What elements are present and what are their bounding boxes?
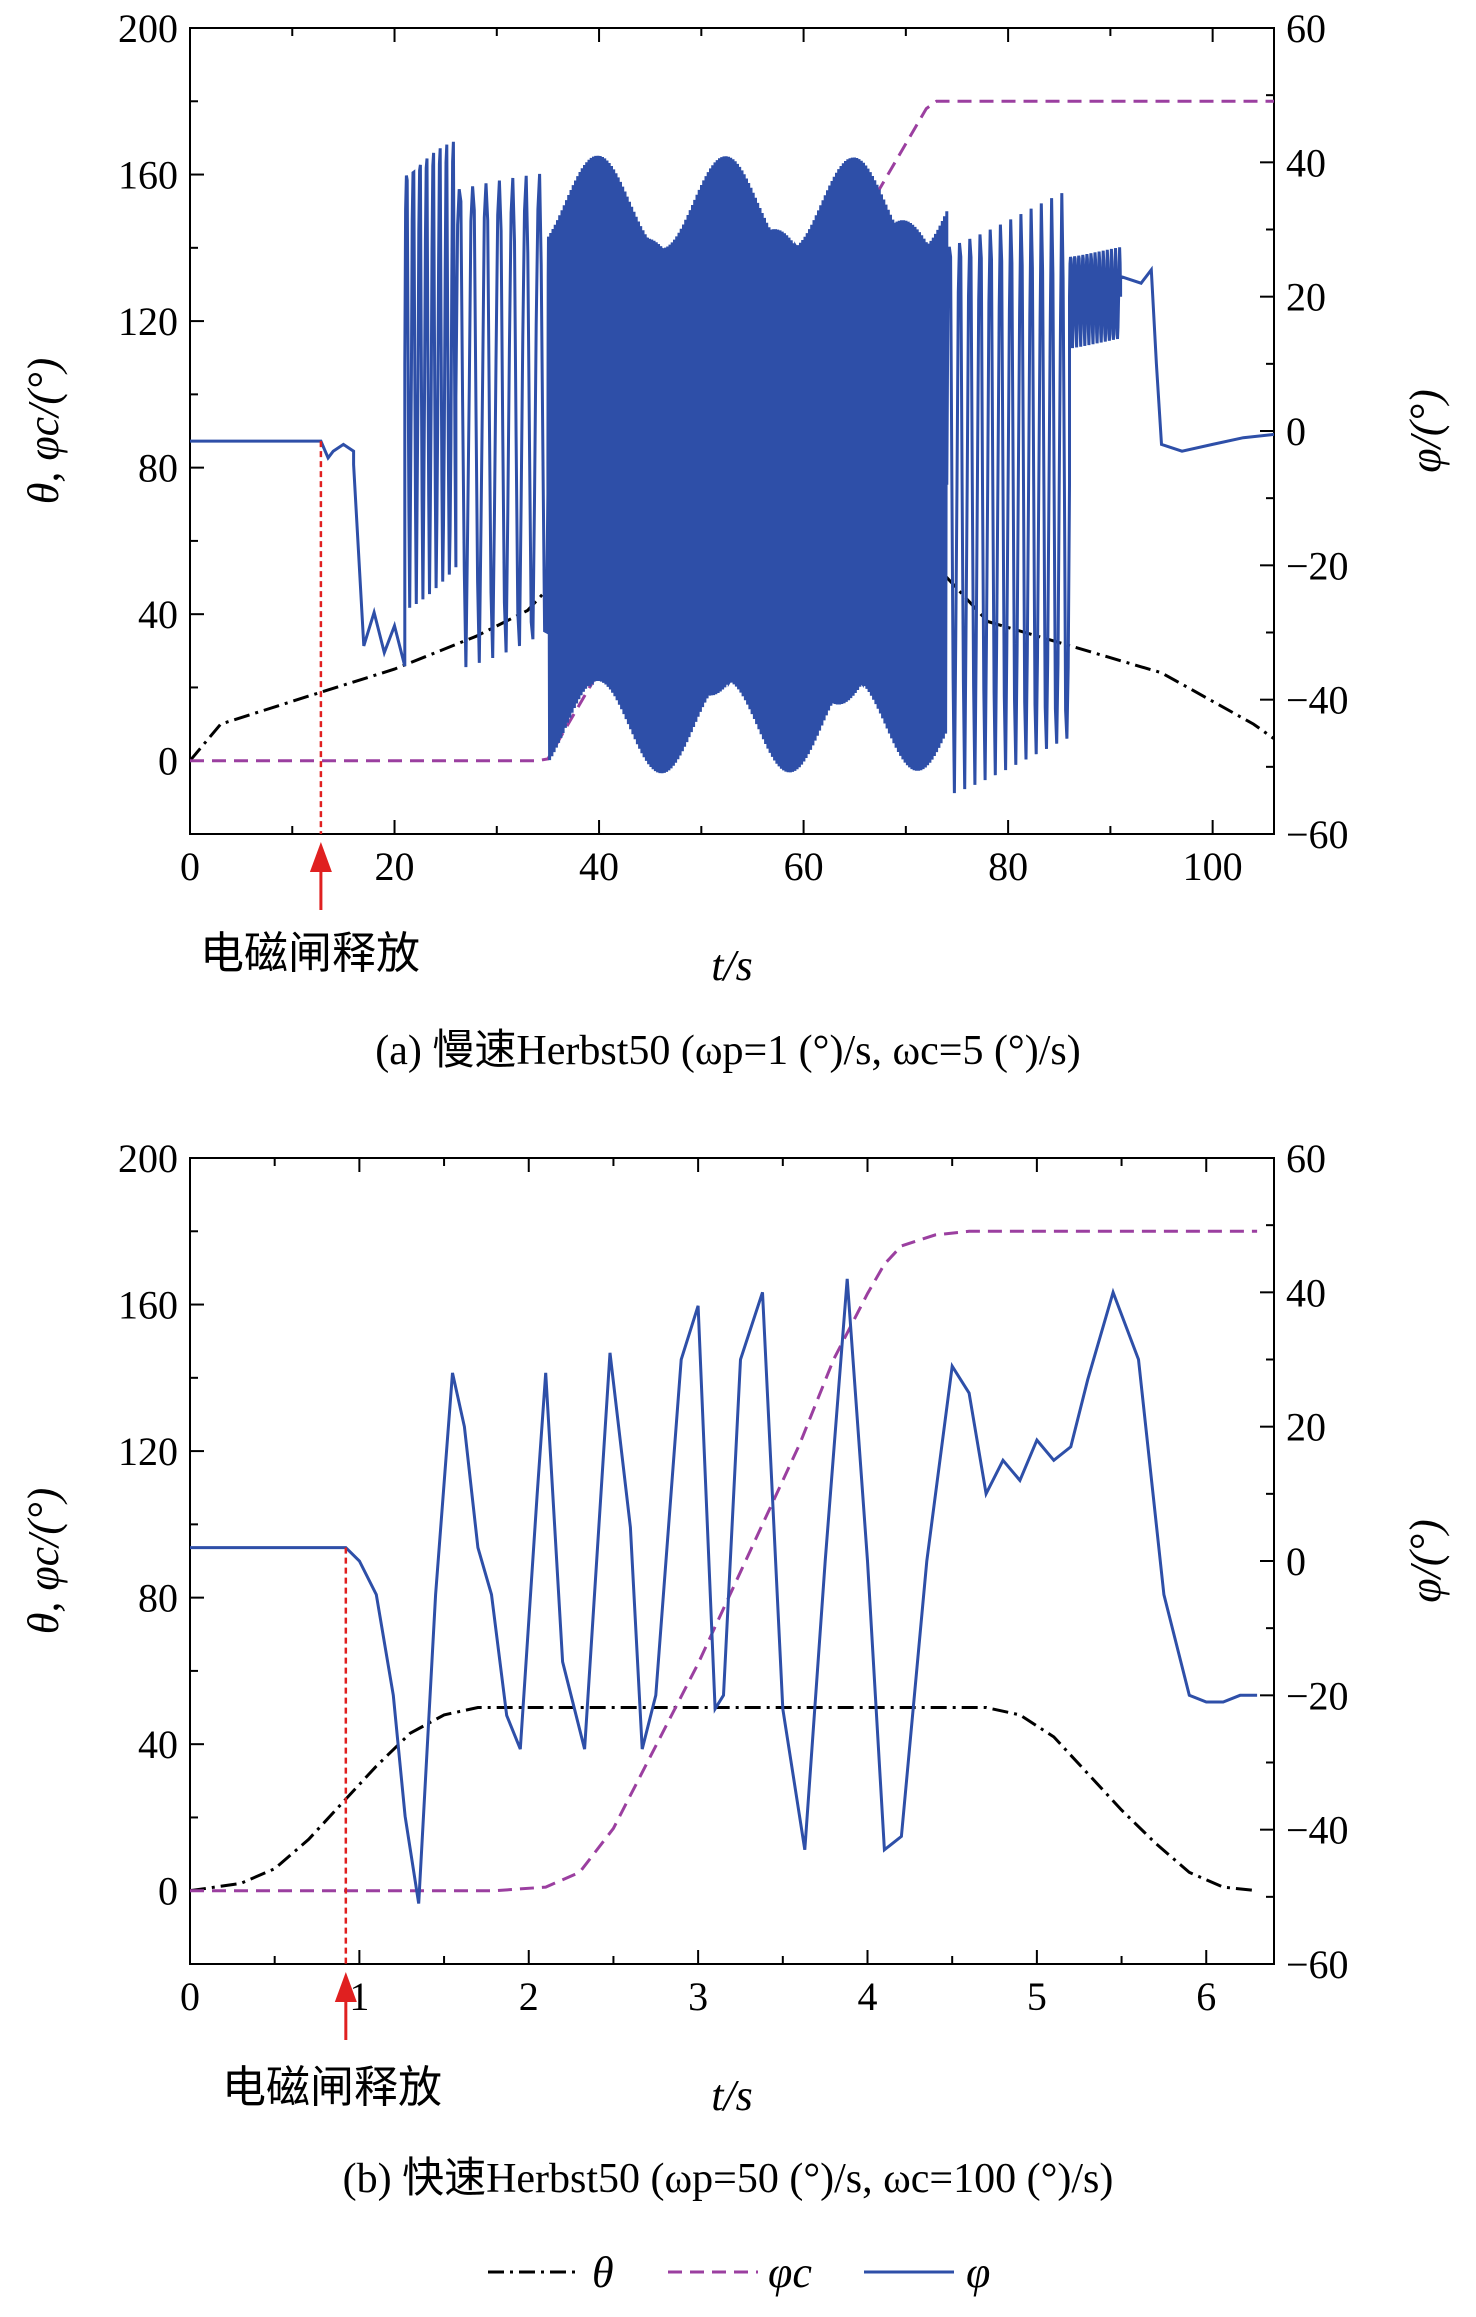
legend-phi-label: φ (966, 2248, 990, 2297)
x-tick-label: 2 (519, 1974, 539, 2019)
x-axis-label: t/s (711, 2071, 753, 2120)
x-tick-label: 60 (784, 844, 824, 889)
x-axis-label: t/s (711, 941, 753, 990)
y-tick-label-left: 200 (118, 1136, 178, 1181)
y-axis-label-left: θ, φc/(°) (19, 1488, 68, 1635)
release-annotation-label: 电磁闸释放 (200, 928, 420, 979)
caption-b: (b) 快速Herbst50 (ωp=50 (°)/s, ωc=100 (°)/… (343, 2156, 1114, 2202)
y-tick-label-right: 60 (1286, 6, 1326, 51)
x-tick-label: 6 (1196, 1974, 1216, 2019)
release-arrow-head (309, 842, 332, 872)
series-phi-c-line (190, 1229, 1258, 1893)
legend: θ φc φ (488, 2248, 990, 2297)
x-tick-label: 0 (180, 1974, 200, 2019)
y-tick-label-right: −60 (1286, 812, 1349, 857)
ticks: 0 20 40 60 80 100 0 40 80 120 160 200 −60 −40 −20 0 20 40… (118, 6, 1349, 889)
series-group (190, 1229, 1258, 1904)
y-tick-label-left: 40 (138, 592, 178, 637)
y-tick-label-right: 20 (1286, 275, 1326, 320)
y-axis-label-right: φ/(°) (1401, 389, 1450, 472)
y-tick-label-left: 200 (118, 6, 178, 51)
y-tick-label-right: −20 (1286, 543, 1349, 588)
y-tick-label-left: 80 (138, 446, 178, 491)
x-tick-label: 1 (349, 1974, 369, 2019)
y-tick-label-right: −60 (1286, 1942, 1349, 1987)
y-tick-label-left: 80 (138, 1576, 178, 1621)
x-tick-label: 5 (1027, 1974, 1047, 2019)
series-phi-line (190, 141, 1274, 794)
y-tick-label-right: −40 (1286, 1808, 1349, 1853)
y-tick-label-right: 0 (1286, 409, 1306, 454)
panel-a: 0 20 40 60 80 100 0 40 80 120 160 200 −60 −40 −20 0 20 40… (19, 6, 1450, 1074)
x-tick-label: 4 (858, 1974, 878, 2019)
y-tick-label-left: 0 (158, 739, 178, 784)
x-tick-label: 0 (180, 844, 200, 889)
y-tick-label-left: 40 (138, 1722, 178, 1767)
y-tick-label-right: 60 (1286, 1136, 1326, 1181)
legend-theta-label: θ (592, 2248, 614, 2297)
y-tick-label-left: 160 (118, 153, 178, 198)
release-arrow-head (334, 1972, 357, 2002)
release-annotation-label: 电磁闸释放 (222, 2062, 442, 2113)
x-tick-label: 40 (579, 844, 619, 889)
y-tick-label-left: 120 (118, 299, 178, 344)
plot-frame (189, 1157, 1275, 1965)
y-tick-label-right: 20 (1286, 1405, 1326, 1450)
caption-a: (a) 慢速Herbst50 (ωp=1 (°)/s, ωc=5 (°)/s) (375, 1028, 1080, 1074)
y-tick-label-right: −40 (1286, 678, 1349, 723)
series-group (190, 99, 1274, 794)
legend-phic-label: φc (768, 2248, 812, 2297)
y-tick-label-left: 120 (118, 1429, 178, 1474)
annotation: 电磁闸释放 (200, 441, 420, 979)
series-theta-line (190, 1706, 1258, 1893)
y-axis-label-left: θ, φc/(°) (19, 358, 68, 505)
x-tick-label: 100 (1183, 844, 1243, 889)
x-tick-label: 3 (688, 1974, 708, 2019)
annotation: 电磁闸释放 (222, 1547, 442, 2113)
x-tick-label: 20 (375, 844, 415, 889)
y-tick-label-right: 0 (1286, 1539, 1306, 1584)
y-axis-label-right: φ/(°) (1401, 1519, 1450, 1602)
y-tick-label-left: 160 (118, 1283, 178, 1328)
x-tick-label: 80 (988, 844, 1028, 889)
y-tick-label-right: 40 (1286, 140, 1326, 185)
series-phi-line (190, 1278, 1258, 1904)
y-tick-label-right: 40 (1286, 1270, 1326, 1315)
y-tick-label-left: 0 (158, 1869, 178, 1914)
y-tick-label-right: −20 (1286, 1673, 1349, 1718)
